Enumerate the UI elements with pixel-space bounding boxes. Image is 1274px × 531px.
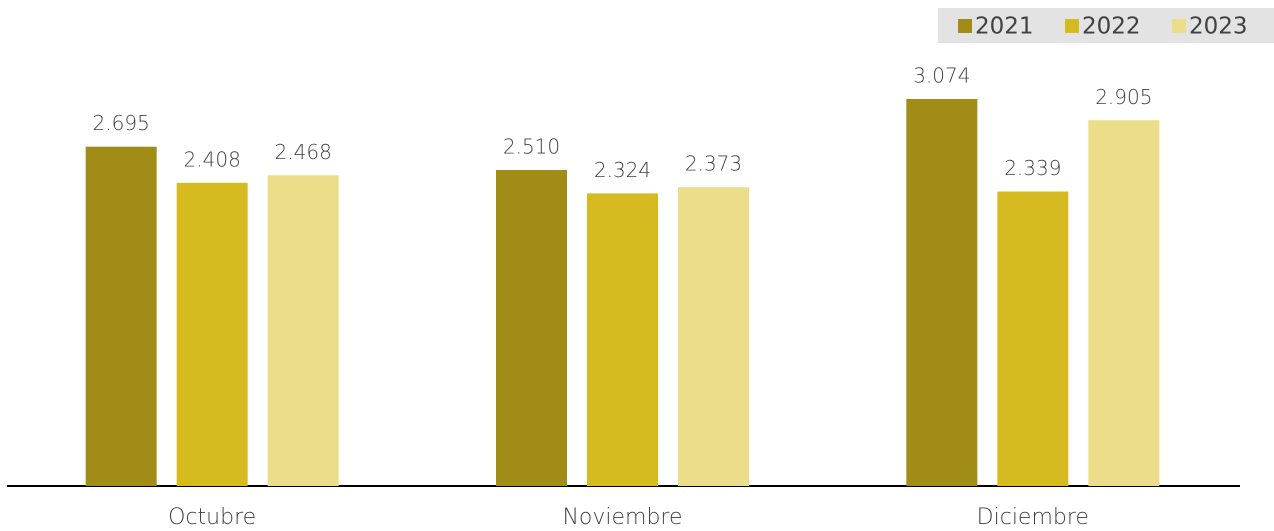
- bar: [85, 146, 157, 486]
- legend-label: 2022: [1082, 14, 1141, 40]
- bar: [587, 193, 658, 487]
- data-label: 2.510: [503, 134, 560, 158]
- legend-swatch: [1172, 19, 1186, 33]
- data-label: 2.905: [1095, 85, 1152, 109]
- data-label: 2.468: [275, 140, 332, 164]
- bar: [496, 169, 567, 486]
- legend-box: [938, 8, 1274, 43]
- x-tick-label: Octubre: [168, 505, 256, 530]
- data-label: 2.695: [93, 111, 150, 135]
- x-tick-label: Diciembre: [977, 505, 1089, 530]
- data-label: 2.339: [1004, 156, 1061, 180]
- legend-swatch: [958, 19, 972, 33]
- data-label: 2.373: [685, 152, 742, 176]
- legend-label: 2023: [1189, 14, 1248, 40]
- bar: [1088, 120, 1160, 486]
- legend-label: 2021: [975, 14, 1034, 40]
- x-tick-label: Noviembre: [562, 505, 682, 530]
- data-label: 3.074: [913, 63, 970, 87]
- legend-swatch: [1065, 19, 1079, 33]
- bar: [997, 191, 1069, 486]
- bar: [267, 175, 339, 486]
- data-label: 2.324: [594, 158, 651, 182]
- bar: [176, 182, 248, 486]
- data-label: 2.408: [184, 147, 241, 171]
- bar: [678, 187, 749, 486]
- bar: [906, 98, 978, 486]
